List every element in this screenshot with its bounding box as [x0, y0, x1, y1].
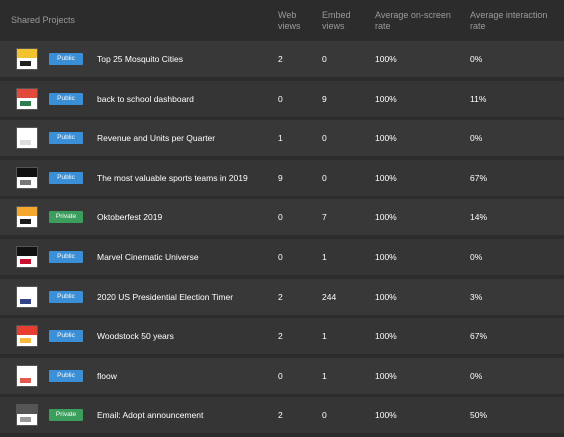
visibility-badge: Public [49, 92, 83, 105]
web-views-value: 9 [278, 172, 283, 183]
visibility-badge: Private [49, 409, 83, 422]
project-thumbnail[interactable] [16, 127, 38, 150]
interaction-rate-value: 0% [470, 133, 483, 144]
project-thumbnail[interactable] [16, 87, 38, 110]
project-name[interactable]: Top 25 Mosquito Cities [97, 54, 183, 64]
onscreen-rate-value: 100% [375, 212, 397, 223]
web-views-value: 2 [278, 54, 283, 64]
web-views-value: 2 [278, 410, 283, 421]
web-views-header[interactable]: Web views [278, 10, 301, 31]
onscreen-rate-value: 100% [375, 370, 397, 381]
embed-views-value: 0 [322, 172, 327, 183]
project-name[interactable]: floow [97, 370, 117, 381]
embed-views-value: 1 [322, 331, 327, 342]
table-row[interactable]: Public The most valuable sports teams in … [0, 159, 564, 196]
embed-views-value: 0 [322, 133, 327, 144]
table-row[interactable]: Private Email: Adopt announcement 2 0 100% 50… [0, 397, 564, 434]
project-thumbnail[interactable] [16, 325, 38, 348]
project-thumbnail[interactable] [16, 206, 38, 229]
interaction-rate-value: 3% [470, 291, 483, 302]
visibility-badge: Public [49, 369, 83, 382]
table-row[interactable]: Public Top 25 Mosquito Cities 2 0 100% 0% [0, 41, 564, 77]
interaction-rate-value: 14% [470, 212, 488, 223]
visibility-badge: Public [49, 330, 83, 343]
onscreen-rate-value: 100% [375, 54, 397, 64]
onscreen-rate-header[interactable]: Average on-screen rate [375, 10, 451, 31]
interaction-rate-value: 0% [470, 370, 483, 381]
web-views-value: 2 [278, 331, 283, 342]
table-header: Shared Projects Web views Embed views Av… [0, 0, 564, 41]
shared-projects-title: Shared Projects [11, 15, 76, 25]
embed-views-value: 244 [322, 291, 337, 302]
onscreen-rate-value: 100% [375, 331, 397, 342]
table-row[interactable]: Public Woodstock 50 years 2 1 100% 67% [0, 318, 564, 355]
project-name[interactable]: Woodstock 50 years [97, 331, 174, 342]
table-row[interactable]: Public floow 0 1 100% 0% [0, 357, 564, 394]
web-views-value: 1 [278, 133, 283, 144]
table-row[interactable]: Public 2020 US Presidential Election Time… [0, 278, 564, 315]
embed-views-value: 7 [322, 212, 327, 223]
onscreen-rate-value: 100% [375, 410, 397, 421]
project-name[interactable]: Oktoberfest 2019 [97, 212, 163, 223]
visibility-badge: Private [49, 211, 83, 224]
visibility-badge: Public [49, 132, 83, 145]
web-views-value: 0 [278, 370, 283, 381]
visibility-badge: Public [49, 290, 83, 303]
embed-views-header[interactable]: Embed views [322, 10, 351, 31]
projects-list: Public Top 25 Mosquito Cities 2 0 100% 0% Publ… [0, 41, 564, 437]
table-row[interactable]: Public back to school dashboard 0 9 100% 11% [0, 80, 564, 117]
interaction-rate-value: 0% [470, 251, 483, 262]
web-views-value: 2 [278, 291, 283, 302]
embed-views-value: 9 [322, 93, 327, 104]
project-name[interactable]: Email: Adopt announcement [97, 410, 204, 421]
interaction-rate-value: 67% [470, 172, 488, 183]
table-row[interactable]: Public Revenue and Units per Quarter 1 0 100… [0, 120, 564, 157]
web-views-value: 0 [278, 93, 283, 104]
project-name[interactable]: Marvel Cinematic Universe [97, 251, 199, 262]
project-thumbnail[interactable] [16, 404, 38, 427]
onscreen-rate-value: 100% [375, 251, 397, 262]
embed-views-value: 0 [322, 410, 327, 421]
visibility-badge: Public [49, 53, 83, 65]
onscreen-rate-value: 100% [375, 93, 397, 104]
interaction-rate-header[interactable]: Average interaction rate [470, 10, 548, 31]
onscreen-rate-value: 100% [375, 172, 397, 183]
interaction-rate-value: 11% [470, 93, 487, 104]
visibility-badge: Public [49, 171, 83, 184]
onscreen-rate-value: 100% [375, 133, 397, 144]
onscreen-rate-value: 100% [375, 291, 397, 302]
project-thumbnail[interactable] [16, 364, 38, 387]
project-thumbnail[interactable] [16, 245, 38, 268]
web-views-value: 0 [278, 212, 283, 223]
table-row[interactable]: Private Oktoberfest 2019 0 7 100% 14% [0, 199, 564, 236]
interaction-rate-value: 0% [470, 54, 483, 64]
project-thumbnail[interactable] [16, 285, 38, 308]
web-views-value: 0 [278, 251, 283, 262]
interaction-rate-value: 50% [470, 410, 488, 421]
table-row[interactable]: Public Marvel Cinematic Universe 0 1 100% 0% [0, 238, 564, 275]
project-thumbnail[interactable] [16, 48, 38, 70]
embed-views-value: 1 [322, 370, 327, 381]
visibility-badge: Public [49, 250, 83, 263]
project-name[interactable]: 2020 US Presidential Election Timer [97, 291, 234, 302]
project-name[interactable]: The most valuable sports teams in 2019 [97, 172, 248, 183]
project-name[interactable]: back to school dashboard [97, 93, 194, 104]
embed-views-value: 1 [322, 251, 327, 262]
embed-views-value: 0 [322, 54, 327, 64]
project-name[interactable]: Revenue and Units per Quarter [97, 133, 216, 144]
project-thumbnail[interactable] [16, 166, 38, 189]
interaction-rate-value: 67% [470, 331, 488, 342]
